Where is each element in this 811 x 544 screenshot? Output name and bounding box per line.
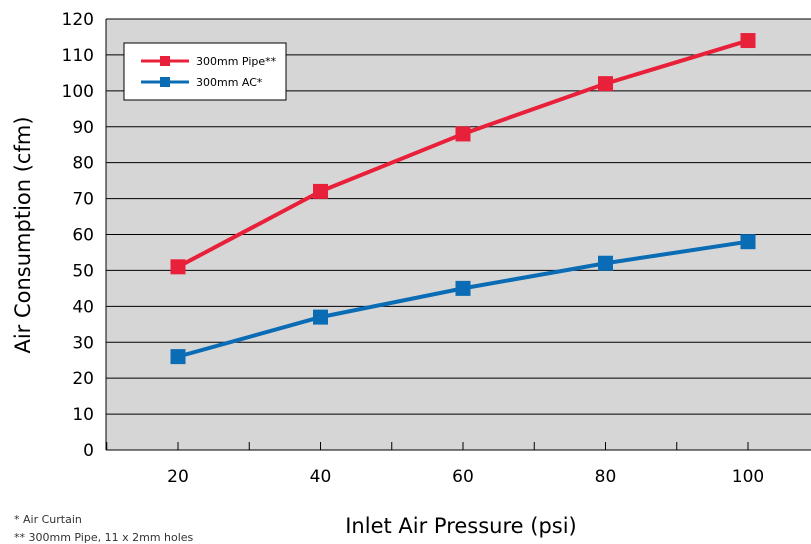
y-tick-label: 50 [72, 261, 94, 281]
x-tick-label: 100 [732, 467, 764, 487]
y-tick-label: 30 [72, 333, 94, 353]
legend-label-pipe: 300mm Pipe** [196, 55, 277, 68]
x-tick-label: 40 [310, 467, 332, 487]
y-tick-label: 80 [72, 154, 94, 174]
y-tick-label: 40 [72, 297, 94, 317]
x-tick-label: 60 [452, 467, 474, 487]
legend-box [123, 42, 287, 101]
data-point [598, 76, 613, 92]
y-tick-label: 100 [62, 82, 94, 102]
data-point [313, 309, 328, 325]
y-tick-label: 10 [72, 405, 94, 425]
data-point [455, 126, 471, 142]
y-axis-title: Air Consumption (cfm) [11, 116, 35, 353]
y-ticks: 0 10 20 30 40 50 60 70 80 90 100 110 120 [62, 10, 94, 461]
data-point [170, 349, 186, 365]
data-point [740, 33, 756, 49]
footnote-air-curtain: * Air Curtain [14, 513, 82, 526]
data-point [455, 280, 471, 296]
series [170, 33, 756, 365]
y-tick-label: 60 [72, 226, 94, 246]
y-tick-label: 120 [62, 10, 94, 30]
x-axis-title: Inlet Air Pressure (psi) [345, 514, 577, 538]
y-tick-label: 0 [83, 441, 94, 461]
y-tick-label: 90 [72, 118, 94, 138]
data-point [313, 183, 328, 199]
x-tick-label: 80 [595, 467, 617, 487]
x-tick-label: 20 [167, 467, 189, 487]
legend-label-ac: 300mm AC* [196, 76, 263, 89]
legend-marker-pipe [160, 56, 170, 66]
data-point [170, 259, 186, 275]
data-point [598, 255, 613, 271]
y-tick-label: 110 [62, 46, 94, 66]
legend: 300mm Pipe** 300mm AC* [123, 42, 287, 101]
data-point [740, 234, 756, 250]
legend-marker-ac [160, 77, 170, 87]
y-tick-label: 20 [72, 369, 94, 389]
footnote-pipe-holes: ** 300mm Pipe, 11 x 2mm holes [14, 531, 194, 544]
x-ticks: 20 40 60 80 100 [106, 442, 764, 487]
y-tick-label: 70 [72, 190, 94, 210]
